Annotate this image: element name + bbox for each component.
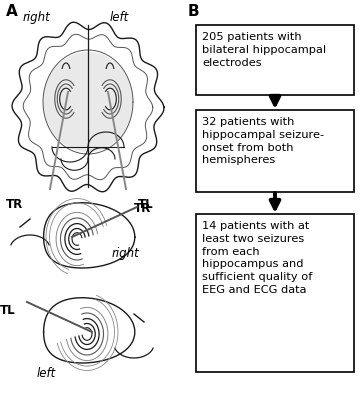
Text: TR: TR bbox=[6, 198, 23, 211]
Text: A: A bbox=[6, 4, 18, 19]
Text: right: right bbox=[112, 247, 140, 260]
Text: left: left bbox=[110, 11, 129, 24]
Text: B: B bbox=[188, 4, 199, 19]
Bar bbox=[196, 25, 354, 95]
Bar bbox=[196, 110, 354, 192]
Text: TR: TR bbox=[134, 202, 151, 215]
Text: TL: TL bbox=[138, 198, 153, 211]
Text: right: right bbox=[23, 11, 51, 24]
Text: 14 patients with at
least two seizures
from each
hippocampus and
sufficient qual: 14 patients with at least two seizures f… bbox=[202, 221, 312, 295]
Text: 205 patients with
bilateral hippocampal
electrodes: 205 patients with bilateral hippocampal … bbox=[202, 32, 326, 68]
Text: 32 patients with
hippocampal seizure-
onset from both
hemispheres: 32 patients with hippocampal seizure- on… bbox=[202, 117, 324, 166]
Bar bbox=[196, 214, 354, 372]
Ellipse shape bbox=[43, 52, 133, 152]
Text: left: left bbox=[37, 367, 56, 380]
Text: TL: TL bbox=[0, 304, 16, 317]
